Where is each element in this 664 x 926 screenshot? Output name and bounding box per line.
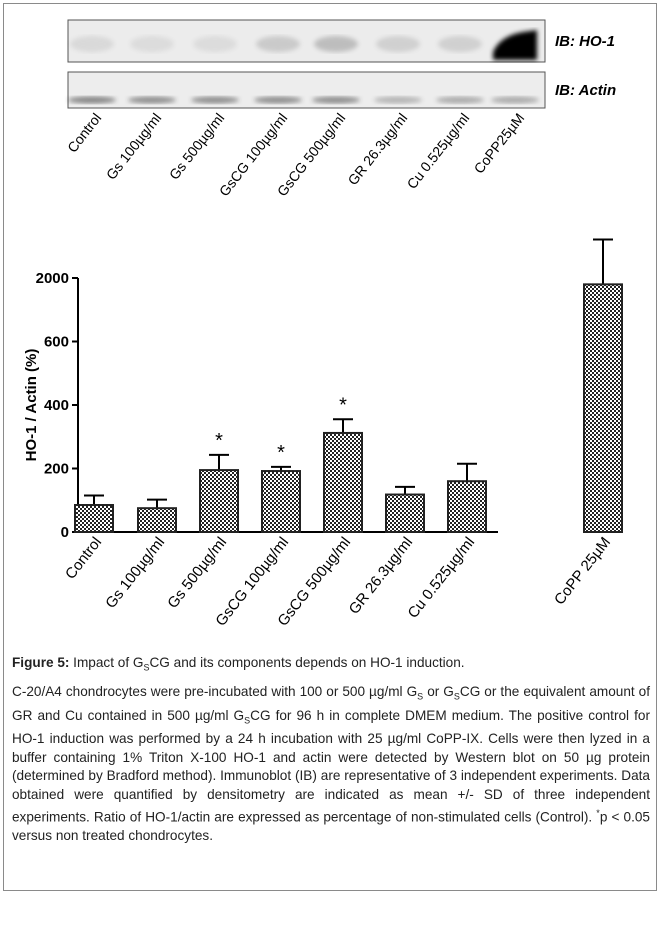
caption-text: Impact of G: [69, 655, 143, 670]
blot-band: [70, 36, 114, 52]
significance-mark: *: [277, 442, 285, 464]
lane-label: Cu 0.525µg/ml: [404, 110, 473, 192]
bar: [262, 471, 300, 532]
blot-band: [254, 97, 302, 104]
blot-band: [312, 97, 360, 104]
blot-band: [314, 36, 358, 52]
blot-band: [436, 97, 484, 104]
blot-row-label: IB: HO-1: [555, 33, 615, 50]
caption-text: CG and its components depends on HO-1 in…: [149, 655, 464, 670]
blot-band: [68, 97, 116, 104]
x-tick-label: Gs 100µg/ml: [102, 534, 168, 612]
blot-band: [491, 97, 539, 104]
blot-band: [193, 36, 237, 52]
caption: Figure 5: Impact of GSCG and its compone…: [12, 654, 650, 846]
significance-mark: *: [215, 430, 223, 452]
bar: [448, 481, 486, 532]
blot-band: [376, 36, 420, 52]
figure: IB: HO-1 IB: Actin HO-1 / Actin (%) Cont…: [0, 0, 664, 650]
blot-band: [130, 36, 174, 52]
caption-body: C-20/A4 chondrocytes were pre-incubated …: [12, 683, 650, 846]
y-tick-label: 400: [44, 397, 69, 414]
blot-band: [256, 36, 300, 52]
lane-label: Gs 100µg/ml: [103, 110, 165, 183]
x-tick-label: GR 26.3µg/ml: [346, 534, 417, 618]
blot-band: [438, 36, 482, 52]
x-tick-label: Control: [62, 534, 105, 583]
caption-text: or G: [423, 684, 454, 699]
bar: [200, 470, 238, 532]
x-tick-label: CoPP 25µM: [551, 534, 614, 608]
caption-text: C-20/A4 chondrocytes were pre-incubated …: [12, 684, 417, 699]
bar: [386, 495, 424, 532]
blot-row-label: IB: Actin: [555, 82, 616, 99]
bar: [75, 505, 113, 532]
x-tick-label: Gs 500µg/ml: [164, 534, 230, 612]
x-tick-label: Cu 0.525µg/ml: [405, 534, 479, 622]
significance-mark: *: [339, 394, 347, 416]
bar: [324, 433, 362, 532]
blot-band: [374, 97, 422, 104]
caption-title: Figure 5: Impact of GSCG and its compone…: [12, 654, 650, 677]
caption-label: Figure 5:: [12, 655, 69, 670]
lane-label: CoPP25µM: [471, 110, 528, 176]
page: {"blot": {"rows": ["IB: HO-1", "IB: Acti…: [0, 0, 664, 926]
y-tick-label: 200: [44, 461, 69, 478]
y-tick-label: 0: [61, 524, 69, 541]
blot-band: [191, 97, 239, 104]
bar: [584, 284, 622, 532]
caption-text: CG for 96 h in complete DMEM medium. The…: [12, 708, 650, 825]
lane-label: Gs 500µg/ml: [166, 110, 228, 183]
y-tick-label: 600: [44, 334, 69, 351]
y-axis-title: HO-1 / Actin (%): [23, 349, 40, 462]
blot-band: [128, 97, 176, 104]
lane-label: Control: [64, 110, 104, 155]
lane-label: GR 26.3µg/ml: [344, 110, 410, 188]
y-tick-label: 2000: [36, 270, 69, 287]
bar: [138, 508, 176, 532]
